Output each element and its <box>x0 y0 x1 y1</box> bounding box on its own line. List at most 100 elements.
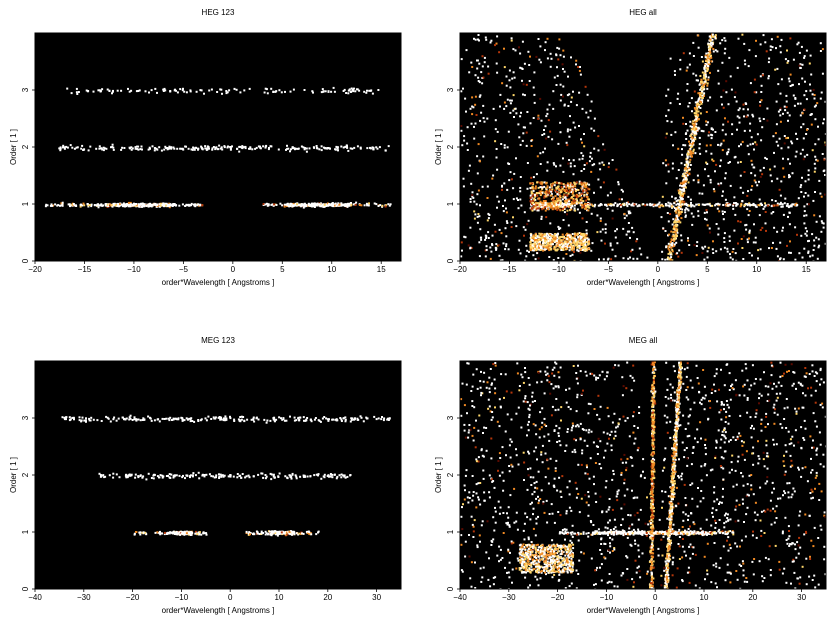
heatmap-cell <box>83 149 85 151</box>
heatmap-cell <box>810 113 812 115</box>
heatmap-cell <box>729 236 731 238</box>
heatmap-cell <box>336 205 338 207</box>
heatmap-cell <box>154 203 156 205</box>
heatmap-cell <box>138 206 140 208</box>
heatmap-cell <box>466 143 468 145</box>
heatmap-cell <box>582 245 584 247</box>
heatmap-cell <box>706 85 708 87</box>
heatmap-cell <box>819 215 821 217</box>
heatmap-cell <box>479 81 481 83</box>
heatmap-cell <box>670 102 672 104</box>
heatmap-cell <box>517 123 519 125</box>
y-tick-label: 2 <box>446 144 455 149</box>
heatmap-cell <box>554 184 556 186</box>
heatmap-cell <box>807 240 809 242</box>
heatmap-cell <box>509 100 511 102</box>
heatmap-cell <box>236 89 238 91</box>
heatmap-cell <box>479 228 481 230</box>
heatmap-cell <box>699 75 701 77</box>
heatmap-cell <box>501 185 503 187</box>
heatmap-cell <box>80 204 82 206</box>
heatmap-cell <box>696 241 698 243</box>
heatmap-cell <box>347 150 349 152</box>
heatmap-cell <box>821 220 823 222</box>
heatmap-cell <box>699 92 701 94</box>
heatmap-cell <box>570 162 572 164</box>
heatmap-cell <box>698 106 700 108</box>
heatmap-cell <box>489 247 491 249</box>
heatmap-cell <box>773 152 775 154</box>
heatmap-cell <box>802 123 804 125</box>
y-tick-label: 2 <box>21 144 30 149</box>
heatmap-cell <box>584 244 586 246</box>
heatmap-cell <box>580 182 582 184</box>
heatmap-cell <box>808 179 810 181</box>
heatmap-cell <box>725 199 727 201</box>
heatmap-cell <box>278 149 280 151</box>
heatmap-cell <box>671 121 673 123</box>
heatmap-cell <box>515 225 517 227</box>
heatmap-cell <box>543 129 545 131</box>
heatmap-cell <box>823 118 825 120</box>
heatmap-cell <box>687 130 689 132</box>
heatmap-cell <box>610 192 612 194</box>
heatmap-cell <box>691 126 693 128</box>
heatmap-cell <box>753 204 755 206</box>
heatmap-cell <box>172 147 174 149</box>
heatmap-cell <box>582 217 584 219</box>
heatmap-cell <box>364 204 366 206</box>
heatmap-cell <box>575 63 577 65</box>
heatmap-cell <box>700 112 702 114</box>
heatmap-cell <box>718 210 720 212</box>
heatmap-cell <box>666 204 668 206</box>
heatmap-cell <box>690 146 692 148</box>
x-axis-label: order*Wavelength [ Angstroms ] <box>162 278 275 287</box>
heatmap-cell <box>744 204 746 206</box>
heatmap-cell <box>484 61 486 63</box>
heatmap-cell <box>683 190 685 192</box>
heatmap-cell <box>532 254 534 256</box>
heatmap-cell <box>704 246 706 248</box>
heatmap-cell <box>572 188 574 190</box>
heatmap-cell <box>704 168 706 170</box>
heatmap-cell <box>786 245 788 247</box>
heatmap-cell <box>792 84 794 86</box>
heatmap-cell <box>175 204 177 206</box>
heatmap-cell <box>688 141 690 143</box>
heatmap-cell <box>760 176 762 178</box>
heatmap-cell <box>619 198 621 200</box>
heatmap-cell <box>178 205 180 207</box>
heatmap-cell <box>470 108 472 110</box>
heatmap-cell <box>714 37 716 39</box>
heatmap-cell <box>688 181 690 183</box>
heatmap-cell <box>741 238 743 240</box>
heatmap-cell <box>544 148 546 150</box>
heatmap-cell <box>135 146 137 148</box>
heatmap-cell <box>572 233 574 235</box>
heatmap-cell <box>536 202 538 204</box>
heatmap-cell <box>107 89 109 91</box>
heatmap-cell <box>544 202 546 204</box>
heatmap-cell <box>678 211 680 213</box>
heatmap-cell <box>701 252 703 254</box>
heatmap-cell <box>694 108 696 110</box>
heatmap-cell <box>311 205 313 207</box>
heatmap-cell <box>814 167 816 169</box>
heatmap-cell <box>499 94 501 96</box>
heatmap-cell <box>605 223 607 225</box>
heatmap-cell <box>535 234 537 236</box>
heatmap-cell <box>724 232 726 234</box>
heatmap-cell <box>770 174 772 176</box>
heatmap-cell <box>733 230 735 232</box>
heatmap-cell <box>313 147 315 149</box>
heatmap-cell <box>45 204 47 206</box>
heatmap-cell <box>329 148 331 150</box>
heatmap-cell <box>508 163 510 165</box>
heatmap-cell <box>523 226 525 228</box>
heatmap-cell <box>586 196 588 198</box>
heatmap-cell <box>223 145 225 147</box>
heatmap-cell <box>673 202 675 204</box>
heatmap-cell <box>217 148 219 150</box>
heatmap-cell <box>800 114 802 116</box>
